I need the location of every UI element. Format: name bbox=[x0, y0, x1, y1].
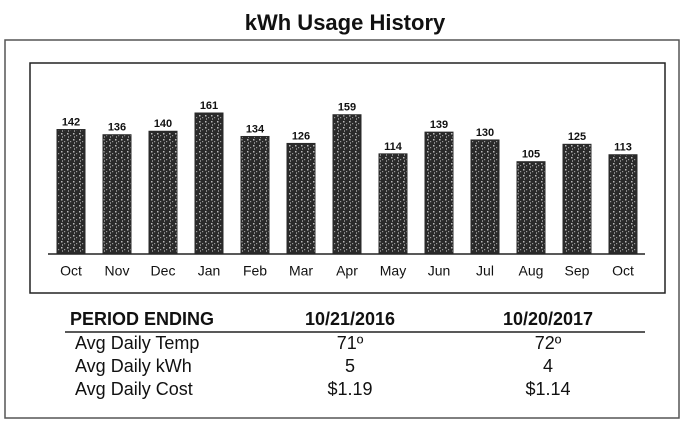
x-tick-label: Jul bbox=[476, 263, 494, 279]
data-label: 130 bbox=[476, 127, 494, 139]
x-tick-label: Dec bbox=[151, 263, 176, 279]
table-cell: Avg Daily Cost bbox=[75, 379, 193, 399]
data-label: 136 bbox=[108, 122, 126, 134]
table-cell: 72º bbox=[535, 333, 562, 353]
chart-title: kWh Usage History bbox=[245, 10, 446, 35]
table-cell: 4 bbox=[543, 356, 553, 376]
data-label: 161 bbox=[200, 100, 218, 112]
x-tick-label: Jan bbox=[198, 263, 221, 279]
data-label: 139 bbox=[430, 119, 448, 131]
data-label: 140 bbox=[154, 118, 172, 130]
x-tick-label: Mar bbox=[289, 263, 313, 279]
data-label: 113 bbox=[614, 142, 632, 154]
x-tick-label: May bbox=[380, 263, 406, 279]
usage-table: PERIOD ENDING 10/21/2016 10/20/2017 Avg Dai… bbox=[70, 309, 593, 399]
table-header: PERIOD ENDING bbox=[70, 309, 214, 329]
x-tick-label: Feb bbox=[243, 263, 267, 279]
data-label: 159 bbox=[338, 102, 356, 114]
x-tick-label: Oct bbox=[612, 263, 634, 279]
table-header: 10/20/2017 bbox=[503, 309, 593, 329]
data-label: 125 bbox=[568, 131, 586, 143]
bar bbox=[286, 142, 316, 254]
data-label: 126 bbox=[292, 130, 310, 142]
table-header: 10/21/2016 bbox=[305, 309, 395, 329]
bar bbox=[240, 135, 270, 254]
bar bbox=[378, 153, 408, 254]
x-tick-label: Aug bbox=[519, 263, 544, 279]
bar bbox=[56, 129, 86, 254]
chart-frame bbox=[29, 62, 666, 294]
outer-frame bbox=[4, 39, 680, 419]
bar bbox=[424, 131, 454, 254]
x-tick-label: Sep bbox=[565, 263, 590, 279]
table-cell: Avg Daily kWh bbox=[75, 356, 192, 376]
table-cell: 5 bbox=[345, 356, 355, 376]
bar bbox=[102, 134, 132, 254]
x-tick-label: Jun bbox=[428, 263, 451, 279]
x-tick-label: Apr bbox=[336, 263, 358, 279]
x-tick-label: Oct bbox=[60, 263, 82, 279]
data-label: 134 bbox=[246, 123, 265, 135]
bar bbox=[562, 143, 592, 254]
bar bbox=[608, 154, 638, 254]
bar bbox=[194, 112, 224, 254]
bar bbox=[516, 161, 546, 254]
table-cell: Avg Daily Temp bbox=[75, 333, 199, 353]
x-tick-label: Nov bbox=[105, 263, 130, 279]
data-label: 105 bbox=[522, 149, 540, 161]
table-cell: 71º bbox=[337, 333, 364, 353]
table-cell: $1.14 bbox=[525, 379, 570, 399]
data-label: 114 bbox=[384, 141, 403, 153]
table-cell: $1.19 bbox=[327, 379, 372, 399]
data-label: 142 bbox=[62, 116, 80, 128]
bar bbox=[148, 130, 178, 254]
bar bbox=[332, 114, 362, 254]
bar bbox=[470, 139, 500, 254]
